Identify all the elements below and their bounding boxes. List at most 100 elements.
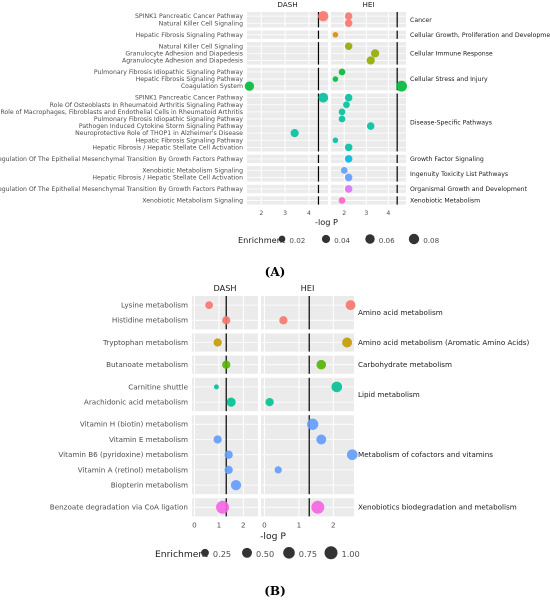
- row-label: Natural Killer Cell Signaling: [159, 43, 244, 50]
- data-point-hei: [332, 31, 339, 38]
- data-point-dash: [205, 301, 214, 309]
- legend-size-label: 0.25: [213, 549, 231, 559]
- data-point-hei: [279, 316, 288, 325]
- group-label-carbohydrate-metabolism: Carbohydrate metabolism: [358, 360, 452, 369]
- legend-size-key: [321, 234, 331, 244]
- group-label-disease-specific-pathways: Disease-Specific Pathways: [410, 120, 492, 127]
- row-label: Regulation Of The Epithelial Mesenchymal…: [0, 186, 243, 193]
- group-label-growth-factor-signaling: Growth Factor Signaling: [410, 156, 484, 163]
- panel-band-dash-ingenuity-toxicity-list-pathways: [247, 166, 328, 182]
- data-point-hei: [345, 300, 356, 311]
- row-label: Arachidonic acid metabolism: [84, 398, 188, 407]
- panel-band-dash-amino-acid-metabolism: [192, 296, 258, 330]
- row-label: SPINK1 Pancreatic Cancer Pathway: [135, 95, 243, 102]
- legend-size-key: [201, 548, 209, 557]
- data-point-hei: [344, 173, 353, 182]
- data-point-hei: [343, 101, 350, 109]
- data-point-hei: [338, 115, 346, 123]
- facet-label-hei: HEI: [301, 283, 315, 293]
- row-label: Pulmonary Fibrosis Idiopathic Signaling …: [94, 69, 243, 76]
- data-point-hei: [344, 42, 353, 51]
- data-point-dash: [226, 397, 236, 407]
- x-axis-title: -log P: [260, 531, 286, 542]
- row-label: Vitamin H (biotin) metabolism: [80, 420, 188, 429]
- row-label: Hepatic Fibrosis Signaling Pathway: [136, 76, 244, 83]
- data-point-dash: [230, 479, 242, 491]
- data-point-dash: [222, 316, 231, 325]
- facet-label-dash: DASH: [277, 0, 297, 9]
- x-tick-label-dash: 0: [192, 521, 197, 530]
- group-label-organismal-growth-and-development: Organismal Growth and Development: [410, 186, 528, 193]
- x-tick-label-dash: 2: [241, 521, 246, 530]
- x-tick-label-hei: 2: [342, 210, 346, 217]
- legend-size-key: [408, 233, 420, 245]
- group-label-xenobiotics-biodegradation-and-metabolism: Xenobiotics biodegradation and metabolis…: [358, 503, 517, 512]
- panel-band-dash-disease-specific-pathways: [247, 93, 328, 152]
- x-tick-label-hei: 4: [386, 210, 390, 217]
- data-point-hei: [338, 197, 346, 204]
- data-point-hei: [344, 185, 353, 193]
- legend-size-label: 0.06: [379, 236, 395, 245]
- facet-label-hei: HEI: [362, 0, 374, 9]
- row-label: Xenobiotic Metabolism Signaling: [142, 198, 243, 205]
- row-label: Lysine metabolism: [121, 301, 188, 310]
- panel-band-dash-cancer: [247, 12, 328, 28]
- x-axis-title: -log P: [315, 217, 338, 227]
- row-label: Vitamin E metabolism: [109, 435, 188, 444]
- row-label: Hepatic Fibrosis / Hepatic Stellate Cell…: [92, 175, 243, 182]
- x-tick-label-hei: 2: [331, 521, 336, 530]
- data-point-dash: [213, 338, 222, 347]
- data-point-hei: [311, 500, 325, 514]
- group-label-ingenuity-toxicity-list-pathways: Ingenuity Toxicity List Pathways: [410, 171, 508, 178]
- data-point-hei: [338, 68, 346, 76]
- row-label: Vitamin B6 (pyridoxine) metabolism: [58, 450, 188, 459]
- group-label-cellular-growth-proliferation-and-development: Cellular Growth, Proliferation and Devel…: [410, 32, 550, 39]
- group-label-amino-acid-metabolism-aromatic-amino-acids-: Amino acid metabolism (Aromatic Amino Ac…: [358, 338, 530, 347]
- data-point-dash: [318, 10, 329, 22]
- row-label: Neuroprotective Role of THOP1 in Alzheim…: [75, 130, 243, 137]
- panel-band-hei-amino-acid-metabolism: [261, 296, 354, 330]
- row-label: Hepatic Fibrosis Signaling Pathway: [136, 137, 244, 144]
- row-label: Biopterin metabolism: [111, 481, 188, 490]
- group-label-amino-acid-metabolism: Amino acid metabolism: [358, 308, 443, 317]
- data-point-hei: [371, 49, 380, 58]
- row-label: Vitamin A (retinol) metabolism: [78, 465, 188, 474]
- group-label-cellular-stress-and-injury: Cellular Stress and Injury: [410, 76, 488, 83]
- data-point-dash: [213, 384, 219, 390]
- legend-size-label: 0.08: [423, 236, 439, 245]
- panel-caption: (A): [265, 265, 286, 279]
- data-point-dash: [244, 81, 255, 91]
- facet-label-dash: DASH: [213, 283, 236, 293]
- data-point-hei: [366, 56, 375, 65]
- data-point-dash: [213, 435, 222, 444]
- row-label: Carnitine shuttle: [128, 382, 188, 391]
- row-label: Role of Macrophages, Fibroblasts and End…: [0, 109, 243, 116]
- data-point-hei: [344, 19, 353, 28]
- data-point-hei: [274, 466, 282, 474]
- data-point-hei: [307, 418, 319, 430]
- data-point-dash: [224, 465, 233, 475]
- data-point-hei: [332, 76, 339, 82]
- data-point-hei: [316, 434, 327, 445]
- legend-size-key: [283, 546, 295, 559]
- group-label-cancer: Cancer: [410, 17, 432, 24]
- row-label: Hepatic Fibrosis / Hepatic Stellate Cell…: [92, 144, 243, 151]
- x-tick-label-dash: 3: [283, 210, 287, 217]
- data-point-hei: [316, 359, 327, 370]
- row-label: Granulocyte Adhesion and Diapedesis: [125, 50, 243, 57]
- data-point-hei: [338, 108, 346, 116]
- row-label: Tryptophan metabolism: [102, 338, 188, 347]
- panel-a: DASH HEI Cancer SPINK1 Pancreatic Cancer Pa…: [0, 0, 550, 279]
- panel-band-hei-disease-specific-pathways: [331, 93, 406, 152]
- panel-caption: (B): [264, 584, 286, 598]
- legend-size-label: 0.50: [256, 549, 274, 559]
- legend-title: Enrichment: [238, 235, 286, 245]
- x-tick-label-dash: 1: [217, 521, 222, 530]
- group-label-lipid-metabolism: Lipid metabolism: [358, 390, 420, 399]
- data-point-hei: [265, 397, 274, 407]
- legend-size-key: [278, 235, 286, 243]
- data-point-hei: [344, 12, 353, 20]
- x-tick-label-hei: 0: [262, 521, 267, 530]
- data-point-hei: [396, 80, 408, 92]
